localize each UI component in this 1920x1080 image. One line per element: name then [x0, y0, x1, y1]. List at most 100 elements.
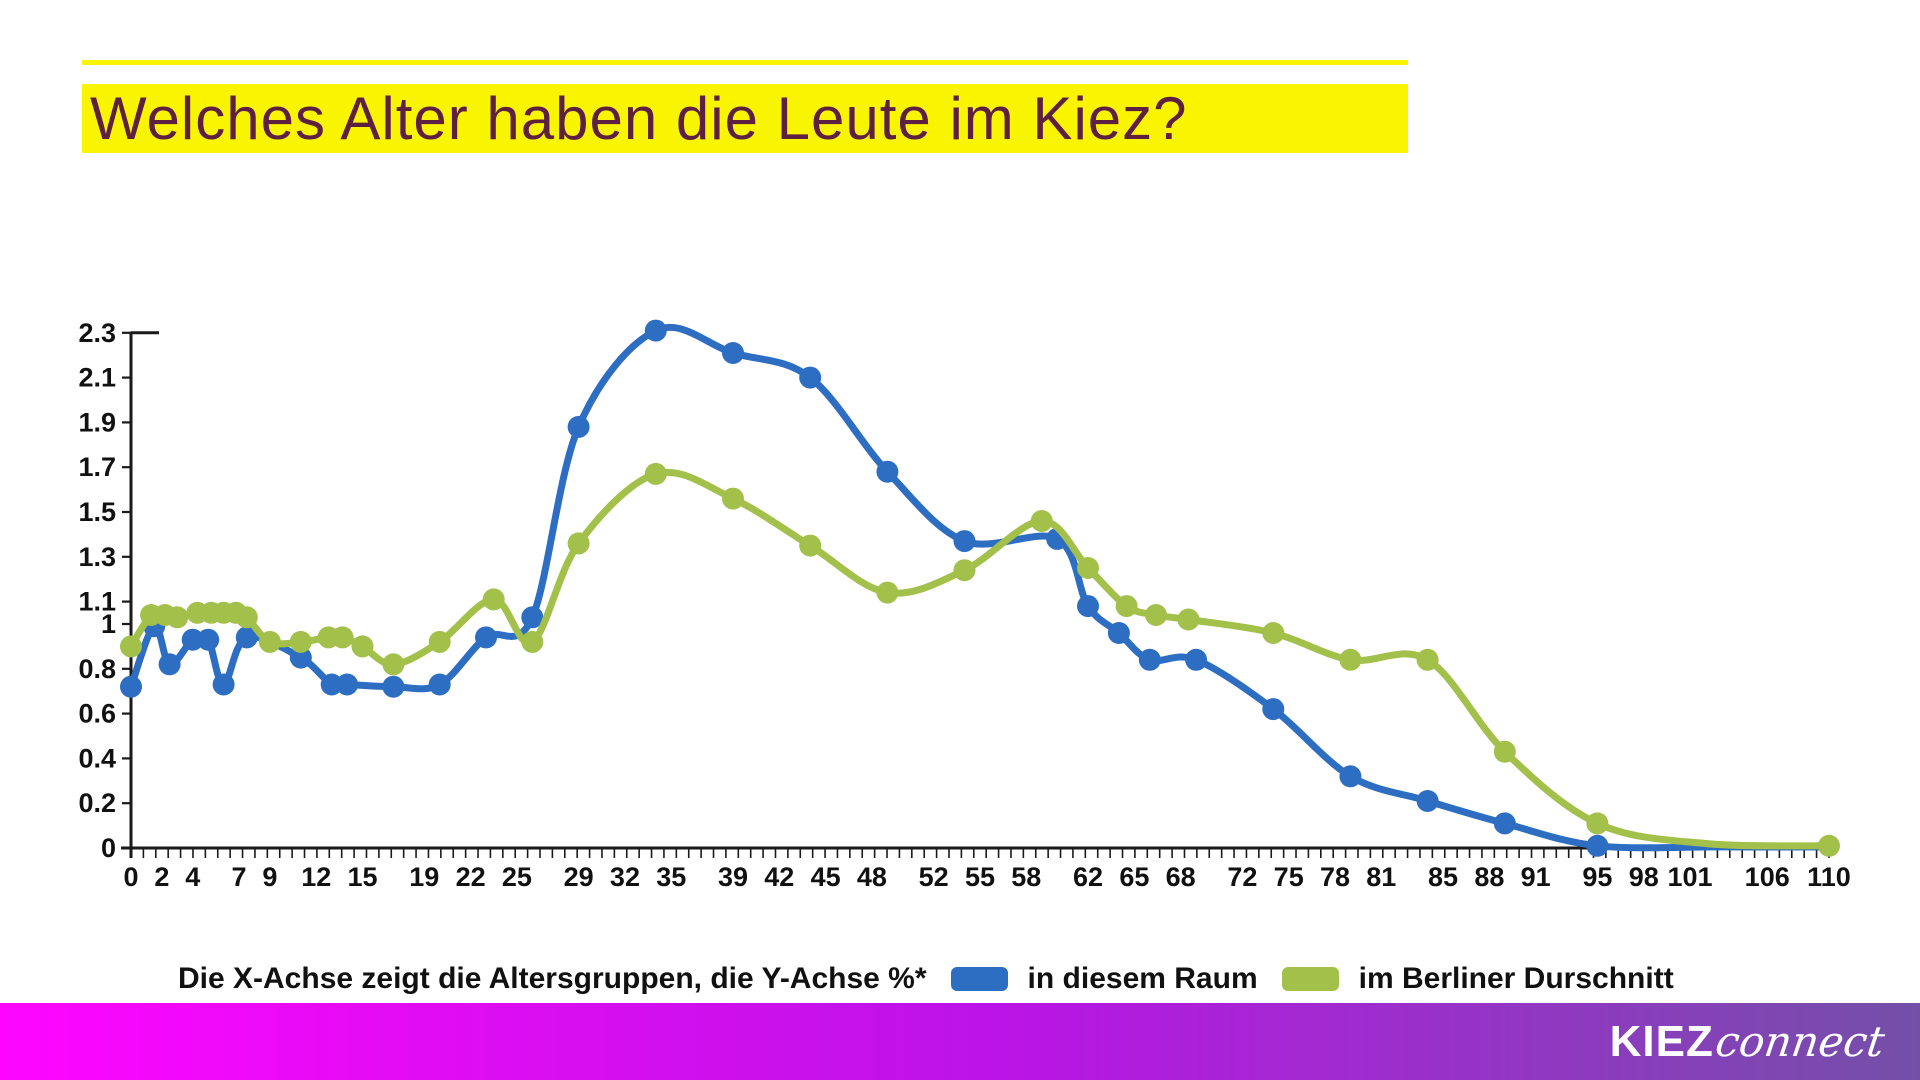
series-marker-im-berliner-durschnitt — [289, 630, 312, 653]
x-tick-label: 42 — [764, 862, 794, 892]
series-marker-in-diesem-raum — [1107, 622, 1130, 644]
y-tick-label: 2.1 — [78, 363, 116, 393]
series-marker-im-berliner-durschnitt — [1077, 557, 1099, 579]
series-marker-in-diesem-raum — [320, 673, 343, 696]
x-tick-label: 39 — [718, 862, 748, 892]
page-title: Welches Alter haben die Leute im Kiez? — [90, 84, 1188, 152]
legend-item-in-diesem-raum: in diesem Raum — [950, 962, 1258, 996]
series-marker-in-diesem-raum — [235, 626, 258, 649]
x-tick-label: 62 — [1073, 862, 1103, 892]
series-marker-in-diesem-raum — [212, 673, 235, 696]
x-tick-label: 4 — [185, 862, 200, 892]
series-marker-im-berliner-durschnitt — [382, 653, 405, 676]
series-marker-in-diesem-raum — [953, 530, 976, 553]
logo-text-connect: connect — [1712, 1016, 1888, 1066]
logo-text-kiez: KIEZ — [1609, 1016, 1714, 1066]
y-tick-label: 2.3 — [78, 318, 116, 348]
x-tick-label: 91 — [1521, 862, 1551, 892]
series-marker-im-berliner-durschnitt — [1177, 608, 1200, 631]
x-tick-label: 95 — [1582, 862, 1612, 892]
x-tick-label: 45 — [811, 862, 841, 892]
series-marker-im-berliner-durschnitt — [1586, 812, 1609, 835]
series-marker-im-berliner-durschnitt — [1339, 648, 1362, 671]
legend-item-berliner-durschnitt: im Berliner Durschnitt — [1281, 962, 1674, 996]
series-marker-im-berliner-durschnitt — [567, 532, 590, 555]
series-marker-im-berliner-durschnitt — [1030, 510, 1053, 532]
x-tick-label: 85 — [1428, 862, 1458, 892]
y-tick-label: 0.2 — [78, 788, 116, 818]
x-tick-label: 72 — [1227, 862, 1257, 892]
legend-label: im Berliner Durschnitt — [1358, 962, 1674, 995]
series-marker-im-berliner-durschnitt — [953, 559, 976, 582]
series-marker-im-berliner-durschnitt — [235, 606, 258, 629]
series-marker-in-diesem-raum — [722, 342, 744, 364]
series-marker-im-berliner-durschnitt — [428, 630, 451, 653]
series-marker-in-diesem-raum — [1416, 790, 1439, 812]
axes-caption: Die X-Achse zeigt die Altersgruppen, die… — [178, 962, 927, 995]
legend-swatch-blue — [950, 967, 1008, 991]
title-highlight-bar: Welches Alter haben die Leute im Kiez? — [82, 84, 1408, 153]
x-tick-label: 48 — [857, 862, 887, 892]
x-tick-label: 98 — [1629, 862, 1659, 892]
x-tick-label: 22 — [456, 862, 486, 892]
y-tick-label: 0 — [101, 833, 116, 863]
x-tick-label: 0 — [123, 862, 138, 892]
series-marker-in-diesem-raum — [475, 626, 497, 649]
series-marker-im-berliner-durschnitt — [1416, 648, 1439, 671]
series-marker-im-berliner-durschnitt — [644, 462, 667, 485]
series-marker-in-diesem-raum — [181, 628, 204, 651]
y-tick-label: 1.5 — [78, 497, 116, 527]
series-marker-im-berliner-durschnitt — [876, 581, 899, 604]
x-tick-label: 55 — [965, 862, 995, 892]
y-tick-label: 1.1 — [78, 587, 116, 617]
x-tick-label: 101 — [1668, 862, 1713, 892]
x-tick-label: 25 — [502, 862, 532, 892]
series-marker-im-berliner-durschnitt — [1493, 740, 1516, 763]
series-marker-in-diesem-raum — [644, 319, 667, 342]
series-marker-im-berliner-durschnitt — [482, 588, 505, 611]
x-tick-label: 106 — [1745, 862, 1790, 892]
series-marker-in-diesem-raum — [120, 675, 142, 698]
y-tick-label: 1.3 — [78, 542, 116, 572]
series-marker-in-diesem-raum — [1185, 648, 1208, 671]
series-marker-im-berliner-durschnitt — [351, 635, 374, 658]
series-marker-im-berliner-durschnitt — [120, 635, 142, 658]
age-distribution-chart: 00.20.40.60.811.11.31.51.71.92.12.30 2 4 7 9… — [78, 318, 1850, 892]
series-marker-in-diesem-raum — [336, 673, 359, 696]
series-marker-im-berliner-durschnitt — [258, 630, 281, 653]
kiezconnect-logo: KIEZ connect — [1609, 1016, 1888, 1067]
x-tick-label: 12 — [301, 862, 331, 892]
series-marker-in-diesem-raum — [799, 366, 822, 389]
y-tick-label: 1 — [101, 609, 116, 639]
x-tick-label: 2 — [154, 862, 169, 892]
x-tick-label: 81 — [1366, 862, 1396, 892]
series-marker-im-berliner-durschnitt — [521, 630, 544, 653]
y-tick-label: 0.8 — [78, 654, 116, 684]
series-marker-im-berliner-durschnitt — [1818, 834, 1840, 857]
x-tick-label: 65 — [1119, 862, 1149, 892]
series-marker-in-diesem-raum — [1077, 595, 1099, 618]
legend-swatch-green — [1281, 967, 1339, 991]
series-line-in-diesem-raum — [127, 323, 1833, 852]
series-marker-in-diesem-raum — [876, 460, 899, 483]
caption-legend-row: Die X-Achse zeigt die Altersgruppen, die… — [178, 962, 1674, 996]
x-tick-label: 29 — [564, 862, 594, 892]
series-marker-in-diesem-raum — [1586, 834, 1609, 857]
series-marker-in-diesem-raum — [1493, 812, 1516, 835]
title-highlight-strip — [82, 60, 1408, 65]
series-marker-in-diesem-raum — [428, 673, 451, 696]
series-marker-im-berliner-durschnitt — [166, 606, 189, 629]
x-tick-label: 52 — [919, 862, 949, 892]
y-tick-label: 0.4 — [78, 743, 116, 773]
x-tick-label: 75 — [1274, 862, 1304, 892]
series-marker-in-diesem-raum — [1339, 765, 1362, 788]
series-marker-in-diesem-raum — [382, 675, 405, 698]
series-marker-im-berliner-durschnitt — [1262, 622, 1285, 644]
footer-gradient-bar: KIEZ connect — [0, 1003, 1920, 1080]
x-tick-label: 7 — [232, 862, 247, 892]
series-marker-in-diesem-raum — [289, 646, 312, 669]
x-tick-label: 58 — [1011, 862, 1041, 892]
series-marker-im-berliner-durschnitt — [799, 534, 822, 557]
x-tick-label: 88 — [1474, 862, 1504, 892]
